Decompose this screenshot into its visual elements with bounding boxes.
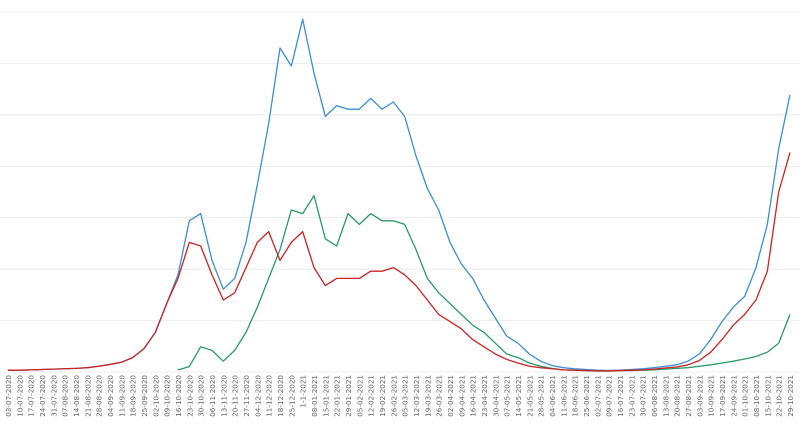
- x-tick-label: 28-05-2021: [537, 375, 546, 417]
- x-tick-label: 23-07-2021: [627, 375, 636, 417]
- series-line-2: [177, 194, 791, 372]
- x-tick-label: 04-12-2020: [253, 375, 262, 417]
- x-tick-label: 01-10-2021: [741, 375, 750, 417]
- x-tick-label: 09-07-2021: [605, 375, 614, 417]
- x-tick-label: 27-08-2021: [684, 375, 693, 417]
- x-tick-label: 30-07-2021: [639, 375, 648, 417]
- x-tick-label: 12-02-2021: [367, 375, 376, 417]
- x-tick-label: 10-07-2020: [15, 375, 24, 417]
- x-tick-label: 11-09-2020: [117, 375, 126, 417]
- x-tick-label: 03-09-2021: [695, 375, 704, 417]
- series-lines: [8, 18, 791, 372]
- x-tick-label: 17-07-2020: [27, 375, 36, 417]
- x-tick-label: 16-10-2020: [174, 375, 183, 417]
- x-tick-label: 07-05-2021: [503, 375, 512, 417]
- x-tick-label: 07-08-2020: [61, 375, 70, 417]
- x-tick-label: 29-01-2021: [344, 375, 353, 417]
- x-tick-label: 04-06-2021: [548, 375, 557, 417]
- x-tick-label: 04-09-2020: [106, 375, 115, 417]
- x-tick-label: 18-09-2020: [129, 375, 138, 417]
- x-tick-label: 26-03-2021: [435, 375, 444, 417]
- x-tick-label: 25-09-2020: [140, 375, 149, 417]
- x-tick-label: 22-01-2021: [333, 375, 342, 417]
- x-tick-label: 08-10-2021: [752, 375, 761, 417]
- x-tick-label: 24-07-2020: [38, 375, 47, 417]
- x-tick-label: 08-01-2021: [310, 375, 319, 417]
- x-tick-label: 05-03-2021: [401, 375, 410, 417]
- x-tick-label: 10-09-2021: [707, 375, 716, 417]
- x-tick-label: 03-07-2020: [4, 375, 13, 417]
- x-tick-label: 28-08-2020: [95, 375, 104, 417]
- x-tick-label: 17-09-2021: [718, 375, 727, 417]
- x-tick-label: 20-08-2021: [673, 375, 682, 417]
- x-tick-label: 18-06-2021: [571, 375, 580, 417]
- x-tick-label: 13-11-2020: [219, 375, 228, 417]
- x-tick-label: 30-04-2021: [491, 375, 500, 417]
- series-line-1: [8, 18, 791, 372]
- x-tick-label: 26-02-2021: [389, 375, 398, 417]
- x-tick-label: 23-04-2021: [480, 375, 489, 417]
- x-tick-label: 20-11-2020: [231, 375, 240, 417]
- x-tick-label: 12-03-2021: [412, 375, 421, 417]
- x-tick-label: 19-03-2021: [423, 375, 432, 417]
- x-tick-label: 18-12-2020: [276, 375, 285, 417]
- x-tick-label: 02-10-2020: [151, 375, 160, 417]
- x-tick-label: 09-10-2020: [163, 375, 172, 417]
- x-tick-label: 25-12-2020: [287, 375, 296, 417]
- x-tick-label: 06-08-2021: [650, 375, 659, 417]
- x-tick-label: 30-10-2020: [197, 375, 206, 417]
- x-tick-label: 1-1-2021: [299, 375, 308, 408]
- grid-lines: [0, 11, 800, 373]
- x-tick-label: 16-07-2021: [616, 375, 625, 417]
- x-tick-label: 25-06-2021: [582, 375, 591, 417]
- x-tick-label: 16-04-2021: [469, 375, 478, 417]
- x-tick-label: 11-06-2021: [559, 375, 568, 417]
- x-tick-label: 11-12-2020: [265, 375, 274, 417]
- x-axis-tick-labels: 03-07-2020 10-07-2020 17-07-2020 24-07-2020…: [4, 375, 795, 417]
- x-tick-label: 23-10-2020: [185, 375, 194, 417]
- x-tick-label: 19-02-2021: [378, 375, 387, 417]
- x-tick-label: 02-07-2021: [593, 375, 602, 417]
- x-tick-label: 24-09-2021: [729, 375, 738, 417]
- x-tick-label: 13-08-2021: [661, 375, 670, 417]
- x-tick-label: 06-11-2020: [208, 375, 217, 417]
- x-tick-label: 29-10-2021: [786, 375, 795, 417]
- x-tick-label: 31-07-2020: [49, 375, 58, 417]
- x-tick-label: 21-05-2021: [525, 375, 534, 417]
- x-tick-label: 14-08-2020: [72, 375, 81, 417]
- x-tick-label: 14-05-2021: [514, 375, 523, 417]
- x-tick-label: 05-02-2021: [355, 375, 364, 417]
- x-tick-label: 21-08-2020: [83, 375, 92, 417]
- x-tick-label: 09-04-2021: [457, 375, 466, 417]
- x-tick-label: 22-10-2021: [775, 375, 784, 417]
- series-line-3: [8, 152, 791, 372]
- x-tick-label: 15-01-2021: [321, 375, 330, 417]
- x-tick-label: 15-10-2021: [763, 375, 772, 417]
- x-tick-label: 02-04-2021: [446, 375, 455, 417]
- x-tick-label: 27-11-2020: [242, 375, 251, 417]
